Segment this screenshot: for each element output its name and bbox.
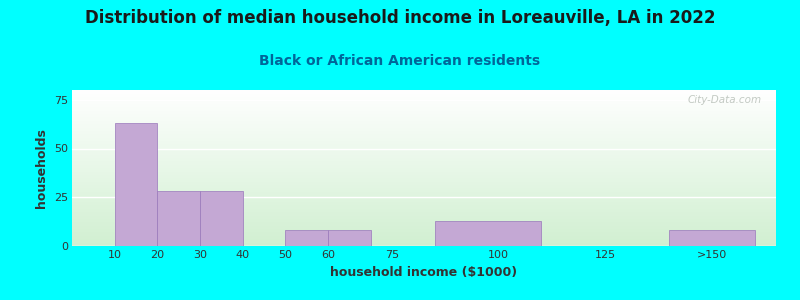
Bar	[286, 230, 328, 246]
Bar	[328, 230, 370, 246]
Text: Distribution of median household income in Loreauville, LA in 2022: Distribution of median household income …	[85, 9, 715, 27]
Bar	[670, 230, 754, 246]
X-axis label: household income ($1000): household income ($1000)	[330, 266, 518, 279]
Bar	[114, 123, 158, 246]
Text: City-Data.com: City-Data.com	[688, 95, 762, 105]
Bar	[200, 191, 242, 246]
Y-axis label: households: households	[35, 128, 48, 208]
Bar	[434, 221, 542, 246]
Bar	[158, 191, 200, 246]
Text: Black or African American residents: Black or African American residents	[259, 54, 541, 68]
